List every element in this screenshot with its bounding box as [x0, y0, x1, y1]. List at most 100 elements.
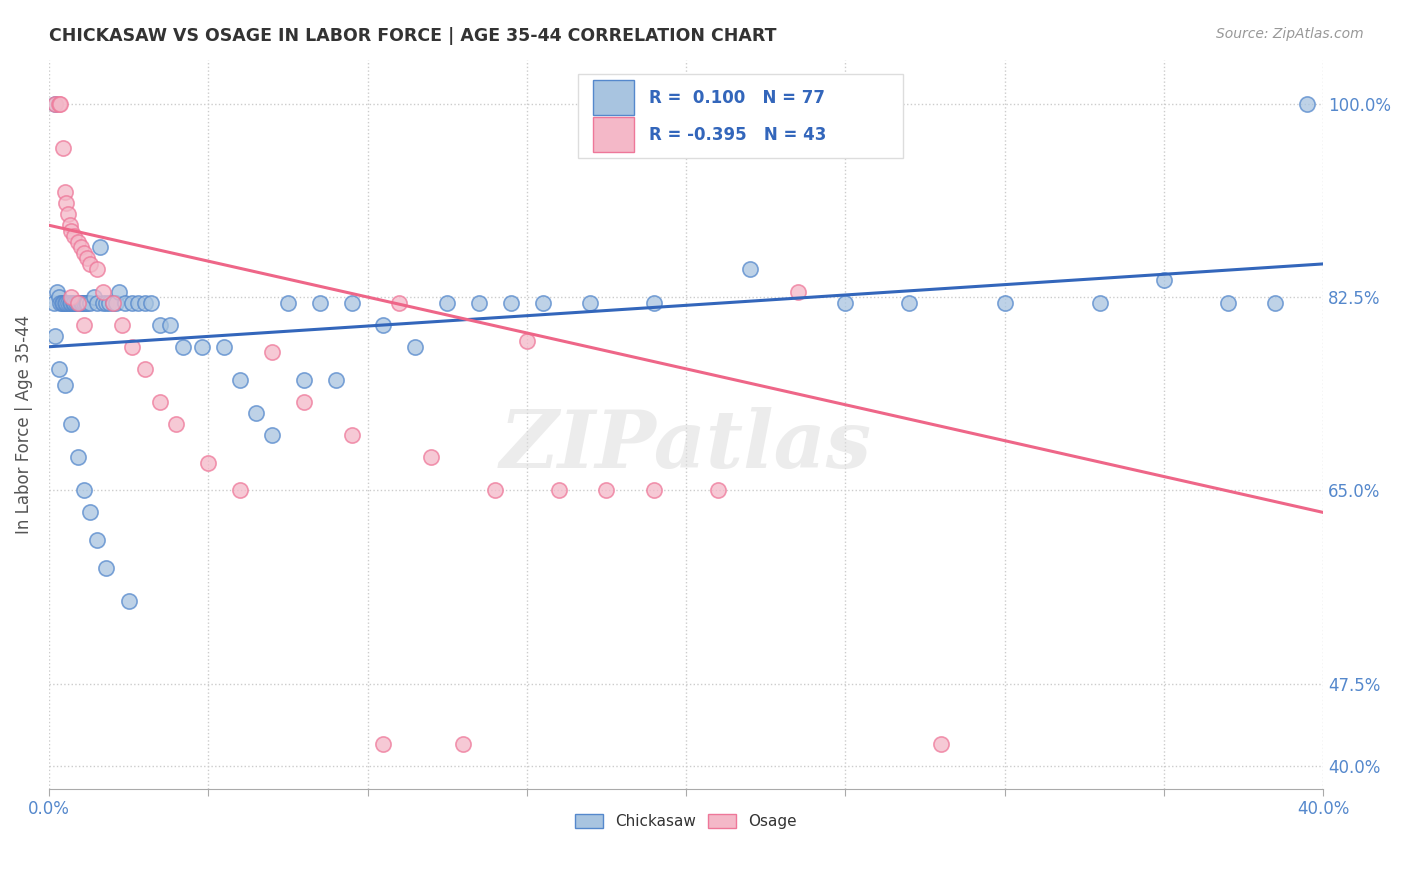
Point	[59, 219, 82, 233]
Point	[994, 295, 1017, 310]
Text: ZIPatlas: ZIPatlas	[501, 407, 872, 484]
Point	[42, 295, 65, 310]
Point	[898, 295, 921, 310]
Point	[134, 361, 156, 376]
Point	[53, 378, 76, 392]
Point	[101, 295, 124, 310]
Point	[59, 295, 82, 310]
Point	[60, 417, 83, 431]
Point	[44, 96, 66, 111]
Point	[73, 318, 96, 332]
Point	[91, 285, 114, 299]
Point	[404, 340, 426, 354]
Point	[1296, 96, 1319, 111]
Point	[547, 483, 569, 498]
Point	[96, 295, 118, 310]
Point	[420, 450, 443, 465]
Point	[340, 295, 363, 310]
Point	[229, 373, 252, 387]
Point	[76, 252, 98, 266]
Point	[340, 428, 363, 442]
Point	[191, 340, 214, 354]
Point	[165, 417, 187, 431]
Point	[531, 295, 554, 310]
Point	[1153, 273, 1175, 287]
Point	[159, 318, 181, 332]
Point	[149, 395, 172, 409]
Point	[44, 96, 66, 111]
Point	[1088, 295, 1111, 310]
Point	[49, 295, 72, 310]
FancyBboxPatch shape	[593, 80, 634, 115]
Point	[66, 295, 89, 310]
Point	[643, 295, 665, 310]
Point	[1216, 295, 1239, 310]
Point	[79, 505, 101, 519]
Point	[53, 185, 76, 199]
Text: R =  0.100   N = 77: R = 0.100 N = 77	[650, 88, 825, 107]
Point	[56, 207, 79, 221]
Point	[388, 295, 411, 310]
Point	[134, 295, 156, 310]
Point	[60, 295, 83, 310]
Point	[48, 96, 70, 111]
Text: Source: ZipAtlas.com: Source: ZipAtlas.com	[1216, 27, 1364, 41]
Point	[127, 295, 149, 310]
Point	[707, 483, 730, 498]
Point	[738, 262, 761, 277]
Point	[484, 483, 506, 498]
Point	[63, 229, 86, 244]
Point	[229, 483, 252, 498]
Point	[834, 295, 856, 310]
Point	[63, 295, 86, 310]
Point	[172, 340, 194, 354]
Point	[260, 345, 283, 359]
Point	[121, 295, 143, 310]
Point	[48, 361, 70, 376]
Point	[101, 295, 124, 310]
Point	[69, 240, 91, 254]
Y-axis label: In Labor Force | Age 35-44: In Labor Force | Age 35-44	[15, 315, 32, 533]
Point	[45, 285, 67, 299]
Point	[55, 295, 77, 310]
Point	[75, 295, 97, 310]
Point	[308, 295, 330, 310]
Point	[79, 295, 101, 310]
Point	[929, 737, 952, 751]
Point	[451, 737, 474, 751]
Point	[73, 295, 96, 310]
Point	[104, 295, 127, 310]
Point	[121, 340, 143, 354]
Point	[212, 340, 235, 354]
Point	[436, 295, 458, 310]
Point	[277, 295, 299, 310]
Point	[373, 737, 395, 751]
Point	[69, 295, 91, 310]
Point	[111, 318, 134, 332]
Point	[49, 96, 72, 111]
Point	[52, 141, 75, 155]
Point	[66, 235, 89, 249]
Point	[245, 406, 267, 420]
Point	[260, 428, 283, 442]
Point	[197, 456, 219, 470]
Point	[56, 295, 79, 310]
Point	[86, 262, 108, 277]
Point	[66, 295, 89, 310]
Point	[98, 295, 121, 310]
Point	[643, 483, 665, 498]
Point	[292, 373, 315, 387]
Point	[579, 295, 602, 310]
Point	[139, 295, 162, 310]
Point	[79, 257, 101, 271]
Point	[67, 295, 90, 310]
Point	[60, 290, 83, 304]
Point	[86, 295, 108, 310]
FancyBboxPatch shape	[578, 74, 903, 158]
Point	[83, 290, 105, 304]
Point	[44, 328, 66, 343]
Point	[373, 318, 395, 332]
Point	[91, 295, 114, 310]
Text: CHICKASAW VS OSAGE IN LABOR FORCE | AGE 35-44 CORRELATION CHART: CHICKASAW VS OSAGE IN LABOR FORCE | AGE …	[49, 27, 776, 45]
Point	[55, 196, 77, 211]
